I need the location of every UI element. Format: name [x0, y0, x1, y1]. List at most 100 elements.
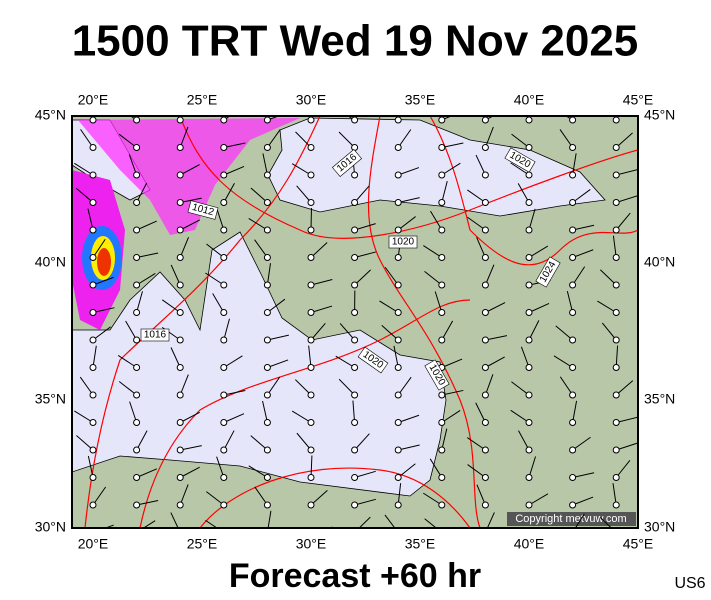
- lon-label-top: 30°E: [296, 92, 327, 108]
- wind-barb: [660, 324, 675, 340]
- wind-station: [657, 475, 663, 481]
- wind-station: [307, 144, 315, 151]
- wind-barb: [572, 249, 594, 258]
- wind-station: [264, 530, 270, 536]
- wind-barb: [616, 442, 638, 451]
- wind-barb: [205, 519, 218, 528]
- lat-label-right: 35°N: [644, 391, 675, 407]
- wind-barb: [566, 291, 574, 313]
- wind-barbs: [74, 116, 681, 536]
- wind-station: [481, 281, 489, 289]
- wind-station: [220, 474, 228, 481]
- mediterranean-sea: [72, 231, 447, 497]
- wind-barb: [310, 489, 328, 506]
- wind-station: [89, 116, 97, 124]
- wind-barb: [136, 273, 156, 286]
- wind-station: [351, 171, 359, 179]
- wind-station: [525, 281, 533, 289]
- wind-station: [89, 419, 97, 426]
- wind-barb: [397, 129, 412, 148]
- wind-barb: [429, 458, 443, 478]
- wind-station: [394, 336, 402, 344]
- wind-station: [89, 309, 97, 316]
- wind-station: [525, 474, 533, 481]
- wind-barb: [179, 219, 201, 231]
- wind-station: [133, 144, 141, 151]
- wind-barb: [518, 430, 530, 451]
- wind-barb: [615, 116, 617, 121]
- wind-barb: [310, 322, 326, 341]
- wind-barb: [441, 181, 448, 203]
- wind-barb: [398, 414, 420, 423]
- isobar-label-group: 1012: [187, 200, 219, 220]
- wind-barb: [475, 154, 486, 176]
- wind-station: [481, 254, 489, 261]
- wind-barb: [267, 334, 289, 341]
- wind-station: [612, 474, 620, 481]
- wind-station: [263, 501, 271, 509]
- wind-barb: [441, 358, 463, 368]
- lon-label-bottom: 20°E: [78, 536, 109, 552]
- lat-label-left: 35°N: [35, 391, 66, 407]
- wind-barb: [267, 510, 272, 528]
- wind-station: [220, 281, 228, 289]
- wind-barb: [223, 142, 246, 148]
- wind-station: [220, 116, 228, 124]
- wind-station: [263, 336, 271, 344]
- wind-station: [569, 254, 577, 261]
- wind-station: [612, 446, 620, 454]
- wind-station: [263, 144, 271, 151]
- wind-barb: [528, 302, 550, 313]
- isobar-label-box: [424, 359, 450, 391]
- lat-label-left: 40°N: [35, 254, 66, 270]
- wind-barb: [223, 413, 245, 423]
- wind-barb: [92, 307, 115, 313]
- wind-station: [307, 309, 315, 316]
- wind-station: [263, 419, 271, 426]
- wind-barb: [216, 456, 225, 478]
- wind-barb: [485, 335, 508, 341]
- precipitation: [97, 248, 111, 276]
- wind-station: [263, 171, 271, 179]
- wind-station: [569, 364, 577, 371]
- wind-barb: [397, 376, 412, 396]
- wind-barb: [266, 263, 271, 286]
- isobar-label-box: [504, 147, 536, 173]
- wind-station: [394, 364, 402, 371]
- wind-barb: [381, 325, 399, 341]
- wind-barb: [250, 435, 268, 451]
- wind-barb: [398, 167, 420, 176]
- wind-station: [481, 391, 489, 399]
- wind-station: [133, 171, 141, 179]
- wind-barb: [441, 142, 464, 148]
- wind-barb: [223, 318, 230, 341]
- wind-barb: [660, 142, 681, 148]
- wind-barb: [308, 345, 312, 368]
- wind-barb: [553, 355, 573, 368]
- wind-barb: [354, 185, 370, 203]
- wind-station: [133, 226, 141, 234]
- wind-station: [263, 116, 271, 124]
- lat-label-right: 45°N: [644, 107, 675, 123]
- wind-barb: [339, 323, 355, 341]
- lon-label-top: 25°E: [187, 92, 218, 108]
- wind-station: [394, 226, 402, 234]
- wind-barb: [572, 266, 586, 286]
- wind-barb: [434, 291, 443, 313]
- wind-barb: [484, 374, 494, 396]
- wind-station: [438, 281, 446, 289]
- map-frame: [71, 115, 639, 529]
- wind-barb: [559, 376, 574, 396]
- wind-barb: [485, 116, 495, 121]
- wind-barb: [467, 464, 486, 478]
- wind-barb: [397, 483, 402, 506]
- wind-station: [133, 364, 141, 371]
- wind-barb: [136, 468, 158, 478]
- wind-station: [308, 530, 314, 536]
- wind-station: [438, 116, 446, 124]
- wind-barb: [206, 243, 225, 258]
- wind-barb: [354, 470, 376, 478]
- wind-barb: [136, 430, 148, 451]
- wind-station: [351, 116, 359, 124]
- wind-barb: [572, 472, 595, 478]
